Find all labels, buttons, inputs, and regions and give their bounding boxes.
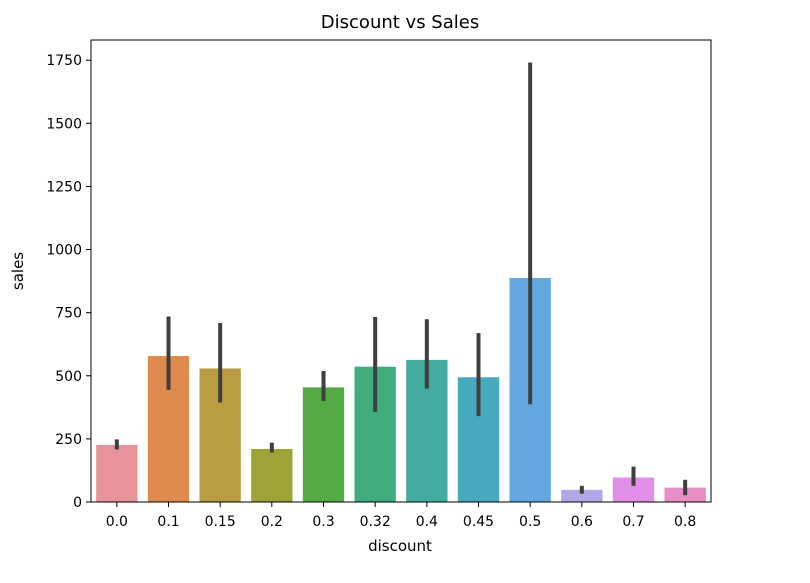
y-tick-label: 1000 — [46, 243, 82, 259]
y-tick-label: 1250 — [46, 179, 82, 195]
y-tick-label: 250 — [55, 432, 82, 448]
y-axis-label: sales — [9, 252, 27, 290]
bar-0.6 — [561, 489, 603, 502]
bar-0.0 — [96, 444, 138, 502]
y-tick-label: 0 — [73, 495, 82, 511]
y-tick-label: 500 — [55, 369, 82, 385]
bar-0.3 — [302, 387, 345, 502]
y-tick-label: 750 — [55, 306, 82, 322]
x-tick-label: 0.15 — [205, 514, 236, 530]
x-tick-label: 0.7 — [622, 514, 644, 530]
bar-0.2 — [251, 448, 293, 502]
bars-layer — [96, 278, 706, 502]
x-tick-label: 0.32 — [360, 514, 391, 530]
chart-title: Discount vs Sales — [321, 12, 479, 33]
error-bars-layer — [114, 62, 688, 496]
x-tick-label: 0.0 — [106, 514, 128, 530]
x-tick-label: 0.4 — [416, 514, 438, 530]
x-tick-label: 0.3 — [312, 514, 334, 530]
axes-layer: 0.0 0.1 0.15 0.2 0.3 0.32 0.4 0.45 0.5 0.6 0.7 0.8 0… — [46, 53, 696, 530]
x-tick-label: 0.5 — [519, 514, 541, 530]
x-tick-label: 0.1 — [157, 514, 179, 530]
x-axis-label: discount — [368, 537, 432, 555]
x-tick-label: 0.45 — [463, 514, 494, 530]
x-tick-label: 0.8 — [674, 514, 696, 530]
y-tick-label: 1750 — [46, 53, 82, 69]
y-tick-label: 1500 — [46, 116, 82, 132]
plot-frame — [90, 39, 712, 503]
x-tick-label: 0.6 — [571, 514, 593, 530]
x-tick-label: 0.2 — [261, 514, 283, 530]
